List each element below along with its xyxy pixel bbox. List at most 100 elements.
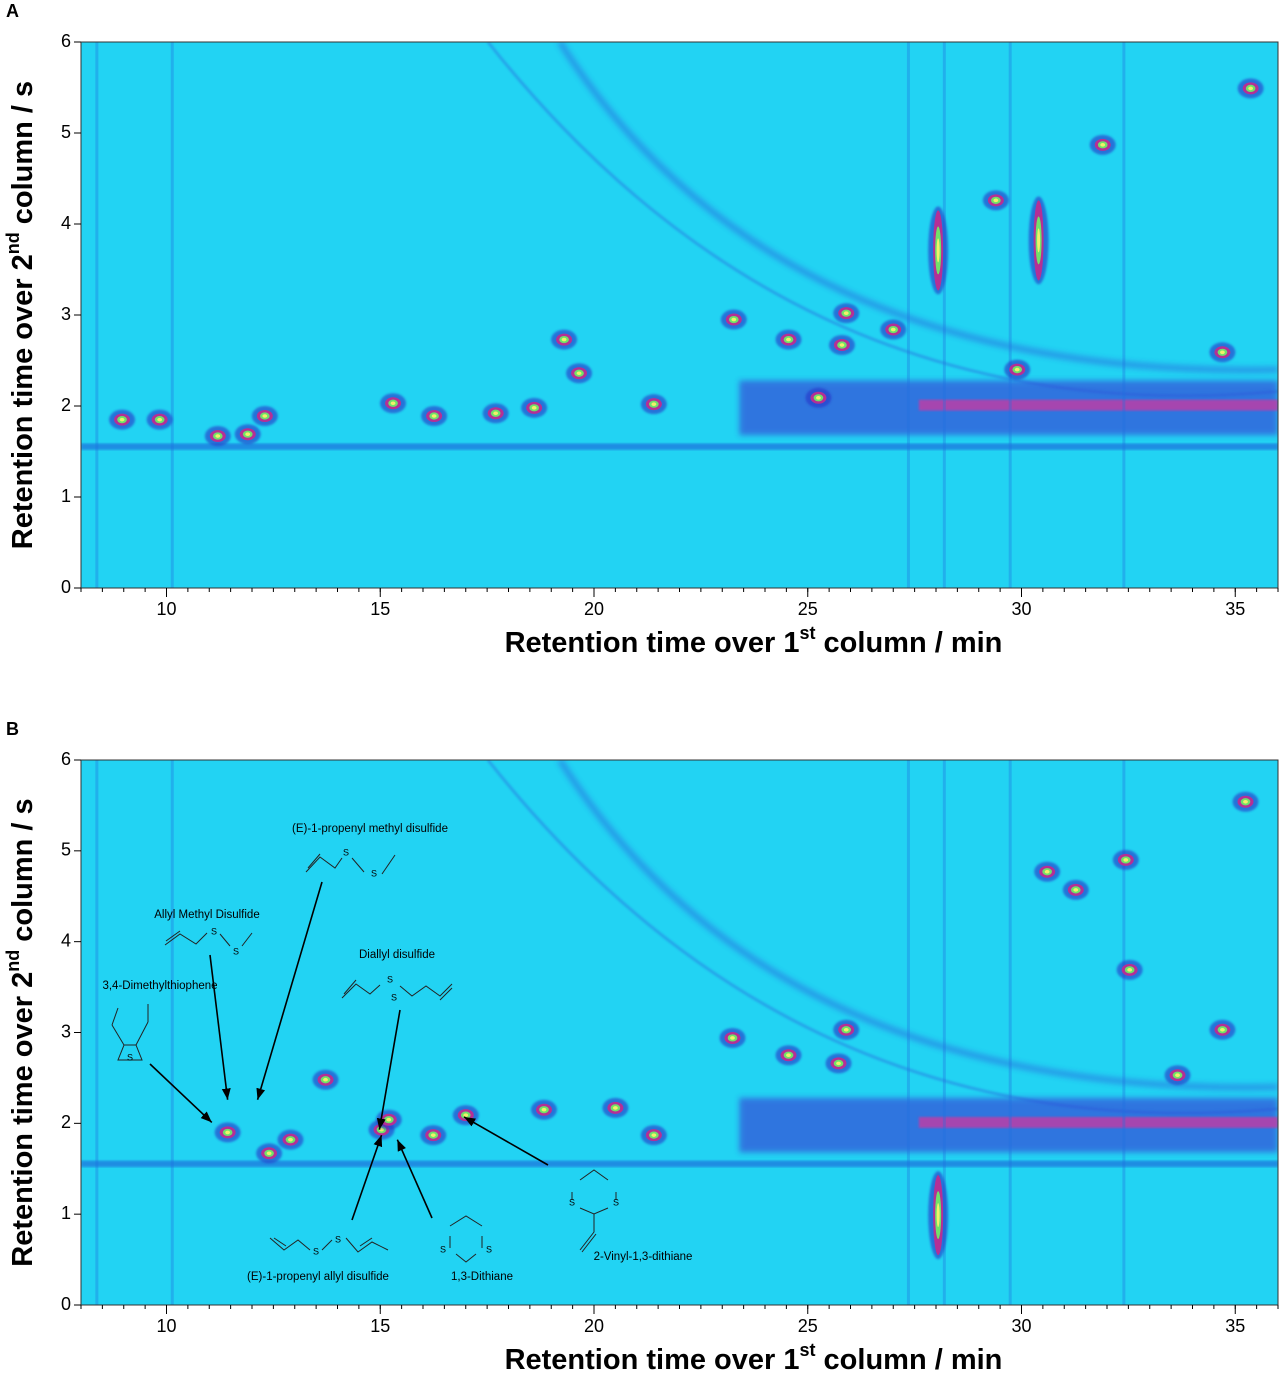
- peak-center: [843, 1027, 849, 1032]
- x-tick-label: 15: [370, 599, 390, 619]
- panel: B 10 15 20 25 30 35 0 1 2 3 4 5 6 Retention time over …: [3, 719, 1279, 1376]
- y-tick-label: 4: [61, 213, 71, 233]
- column-streak: [906, 760, 910, 1305]
- x-title-tail: column / min: [816, 627, 1003, 659]
- column-streak: [95, 760, 99, 1305]
- structure-atom: S: [371, 868, 377, 878]
- peak-center: [843, 311, 849, 315]
- y-tick-label: 2: [61, 1112, 71, 1132]
- peak-center: [731, 317, 737, 322]
- structure-bond: [219, 933, 231, 947]
- peak-center: [323, 1077, 328, 1082]
- peak-center: [1100, 143, 1106, 147]
- peak-center: [493, 411, 499, 416]
- annotation-label: (E)-1-propenyl allyl disulfide: [247, 1271, 389, 1283]
- annotation-label: 2-Vinyl-1,3-dithiane: [594, 1251, 693, 1263]
- peak-center: [430, 1133, 436, 1137]
- x-tick-label: 10: [156, 599, 176, 619]
- x-tick-label: 25: [798, 1316, 818, 1336]
- x-title-text: Retention time over 1: [505, 627, 800, 659]
- peak-center: [890, 327, 896, 332]
- peak-center: [936, 1203, 940, 1228]
- structure-bond: [241, 932, 253, 947]
- structure-atom: S: [335, 1234, 341, 1244]
- bleed-arc: [486, 42, 1278, 398]
- annotation-arrow: [149, 1063, 213, 1124]
- column-streak: [1008, 760, 1012, 1305]
- peak-center: [531, 406, 537, 410]
- structure-atom: S: [569, 1197, 575, 1207]
- peak-center: [215, 434, 221, 438]
- peak-center: [816, 396, 821, 400]
- peak-center: [1248, 86, 1254, 91]
- annotation-arrow: [351, 1134, 383, 1221]
- peak-center: [651, 402, 657, 406]
- peak-center: [936, 238, 940, 263]
- structure-atom: S: [343, 847, 349, 857]
- annotation: Diallyl disulfide SS: [341, 949, 453, 1130]
- y-title-tail: column / s: [7, 798, 39, 949]
- annotation-label: Diallyl disulfide: [359, 949, 435, 961]
- x-title-text: Retention time over 1: [505, 1344, 800, 1376]
- annotation: 1,3-Dithiane S S: [396, 1139, 513, 1283]
- peak-center: [386, 1117, 392, 1122]
- baseline-band: [81, 1160, 1278, 1168]
- y-title-sup: nd: [3, 232, 23, 254]
- structure-bond: [581, 1233, 597, 1253]
- x-tick-label: 35: [1225, 1316, 1245, 1336]
- structure-atom: S: [313, 1246, 319, 1256]
- peak-center: [576, 371, 582, 376]
- y-tick-label: 3: [61, 304, 71, 324]
- x-tick-label: 30: [1011, 1316, 1031, 1336]
- y-tick-label: 5: [61, 840, 71, 860]
- plot-background: [81, 760, 1278, 1305]
- column-streak: [1122, 42, 1126, 588]
- peak-center: [839, 343, 845, 347]
- annotation-arrow: [209, 954, 231, 1100]
- peak-center: [1073, 888, 1079, 892]
- peak-center: [1220, 350, 1225, 355]
- peak-center: [836, 1061, 841, 1066]
- annotation-arrow: [396, 1139, 433, 1219]
- annotation-label: Allyl Methyl Disulfide: [154, 909, 259, 921]
- peak-center: [1014, 367, 1020, 372]
- peak-center: [288, 1137, 293, 1142]
- peak-center: [561, 337, 567, 342]
- peak-center: [1123, 858, 1129, 862]
- bleed-arc: [557, 42, 1278, 373]
- structure-bond: [381, 854, 396, 875]
- structure-bond: [111, 1007, 119, 1026]
- annotation-label: (E)-1-propenyl methyl disulfide: [292, 823, 448, 835]
- bleed-core: [918, 399, 1278, 411]
- structure-bond: [455, 1253, 477, 1263]
- x-axis-title: Retention time over 1st column / min: [505, 623, 1003, 659]
- column-streak: [170, 42, 174, 588]
- annotation-arrow: [376, 1009, 401, 1130]
- annotation-label: 1,3-Dithiane: [451, 1271, 513, 1283]
- x-tick-label: 30: [1011, 599, 1031, 619]
- y-tick-label: 4: [61, 930, 71, 950]
- panel-letter: B: [6, 719, 19, 739]
- peak-center: [541, 1107, 547, 1112]
- structure-atom: S: [391, 992, 397, 1002]
- y-tick-label: 1: [61, 1203, 71, 1223]
- y-axis-title: Retention time over 2nd column / s: [3, 798, 39, 1266]
- structure-bond: [165, 930, 181, 942]
- y-tick-label: 6: [61, 31, 71, 51]
- structure-atom: S: [233, 946, 239, 956]
- x-tick-label: 35: [1225, 599, 1245, 619]
- x-title-sup: st: [799, 1340, 815, 1360]
- background-features: [81, 42, 1278, 588]
- y-tick-label: 0: [61, 1294, 71, 1314]
- structure-bond: [343, 979, 357, 995]
- structure-bond: [579, 1214, 595, 1251]
- panel: A 10 15 20 25 30 35 0 1 2 3 4 5 6 Retention time over …: [3, 1, 1279, 659]
- structure-bond: [351, 857, 365, 873]
- structure-bond: [273, 1237, 287, 1247]
- peak-center: [266, 1151, 272, 1156]
- structure-bond: [345, 1237, 389, 1253]
- peak-center: [651, 1133, 657, 1137]
- structure-bond: [439, 987, 453, 1001]
- x-tick-label: 20: [584, 599, 604, 619]
